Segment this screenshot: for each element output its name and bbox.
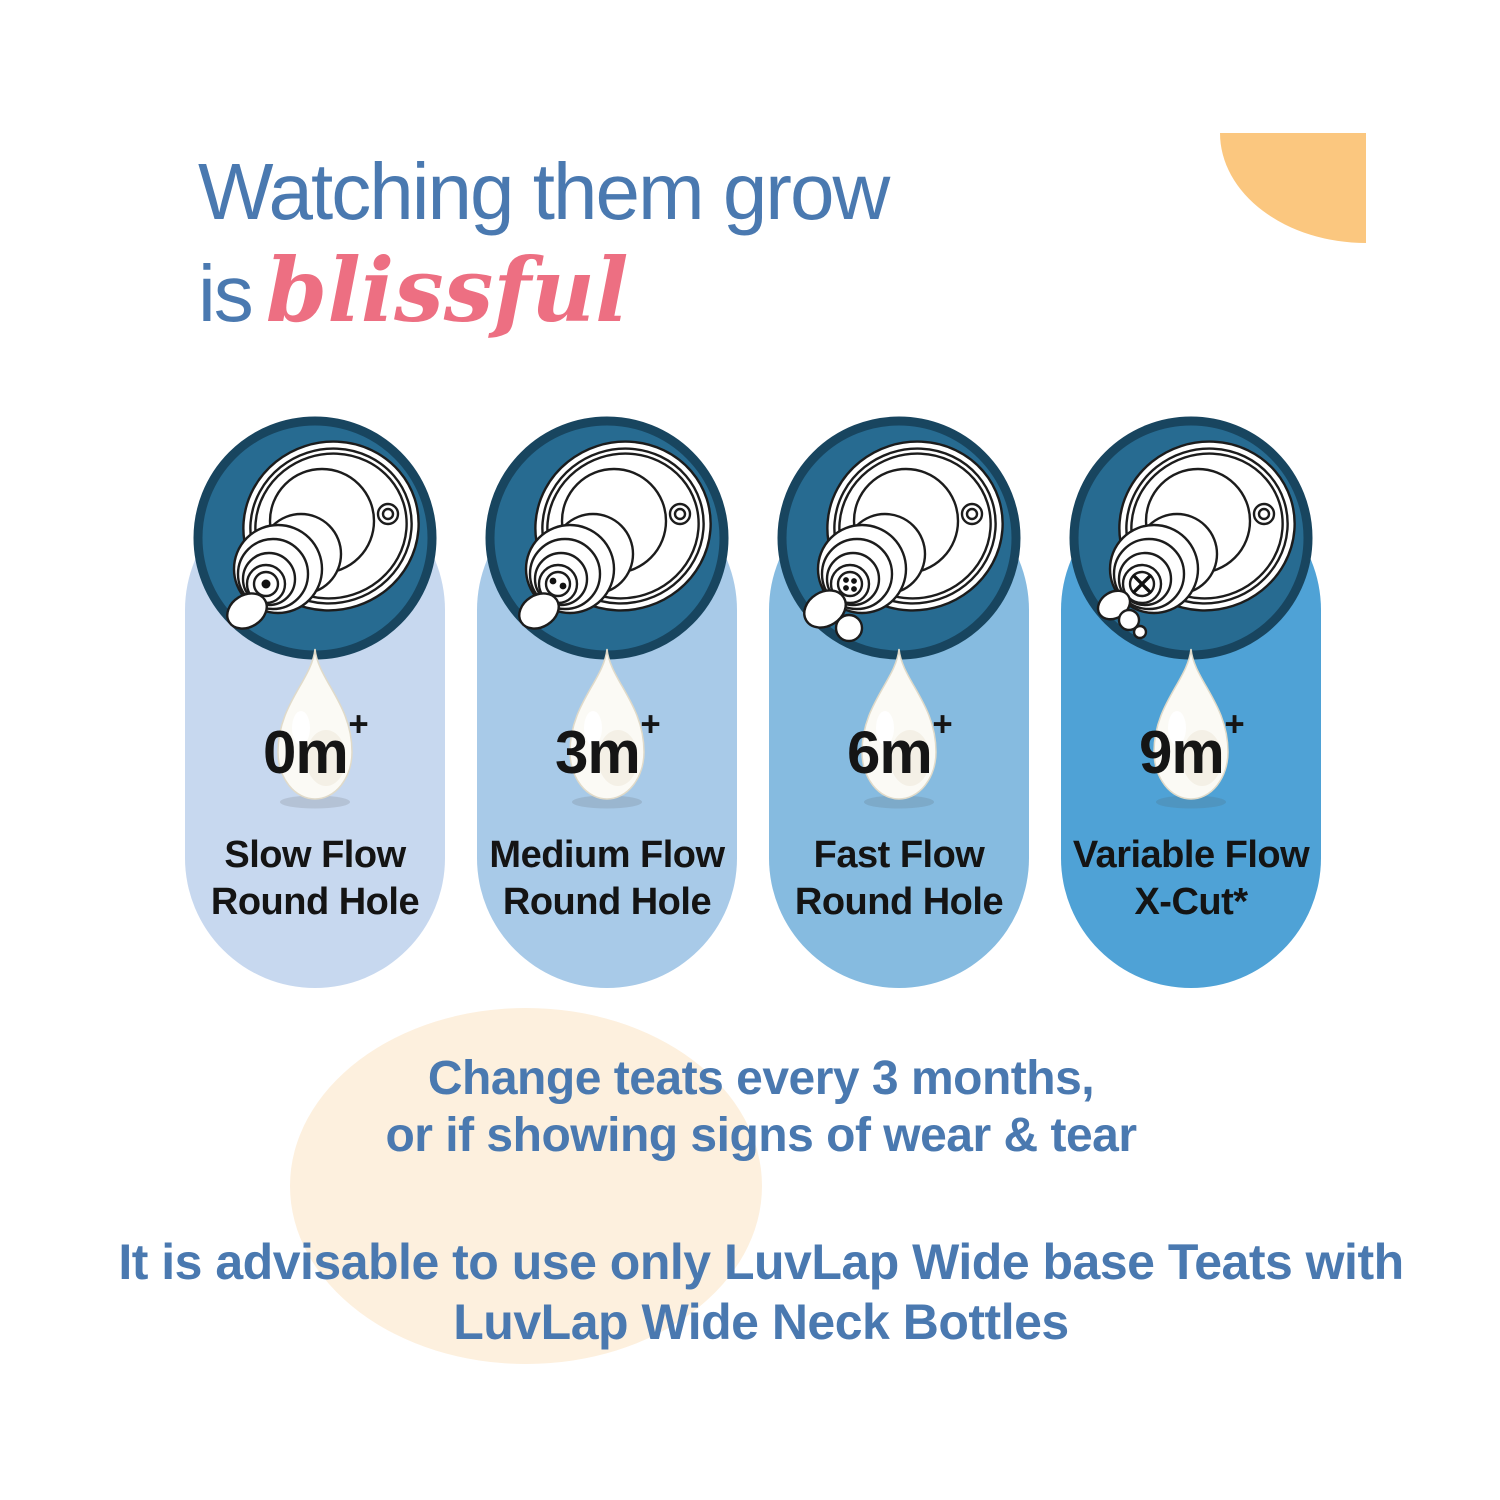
note-change-line1: Change teats every 3 months, (427, 1052, 1095, 1105)
plus-superscript: + (932, 705, 952, 745)
flow-label-line1: Medium Flow (489, 834, 725, 876)
flow-type-label: Slow Flow Round Hole (179, 832, 451, 926)
title-line2-prefix: is (198, 249, 254, 338)
plus-superscript: + (640, 705, 660, 745)
teat-illustration (477, 408, 737, 668)
milk-drop-badge: 3m+ (555, 646, 661, 810)
plus-superscript: + (1224, 705, 1244, 745)
teat-top-view-icon (1069, 416, 1313, 660)
note-compatibility-line2: LuvLap Wide Neck Bottles (453, 1294, 1069, 1350)
note-change-teats: Change teats every 3 months, or if showi… (22, 1050, 1500, 1164)
flow-label-line2: Round Hole (502, 881, 712, 923)
age-label: 3m+ (554, 705, 661, 786)
note-change-line2: or if showing signs of wear & tear (385, 1109, 1137, 1162)
milk-drip-single (226, 592, 268, 630)
flow-label-line2: Round Hole (794, 881, 1004, 923)
page-title: Watching them grow is blissful (198, 147, 890, 335)
note-compatibility-line1: It is advisable to use only LuvLap Wide … (118, 1234, 1404, 1290)
title-line1: Watching them grow (198, 147, 890, 236)
flow-type-label: Variable Flow X-Cut* (1055, 832, 1327, 926)
note-compatibility: It is advisable to use only LuvLap Wide … (22, 1232, 1500, 1352)
age-label: 9m+ (1138, 705, 1245, 786)
hole-x-cut (1132, 574, 1152, 594)
peach-circle-decor (290, 1008, 762, 1364)
flow-label-line1: Fast Flow (813, 834, 985, 876)
flow-label-line2: Round Hole (210, 881, 420, 923)
teat-illustration (1061, 408, 1321, 668)
flow-stage-card: 3m+ Medium Flow Round Hole (477, 416, 737, 988)
plus-superscript: + (348, 705, 368, 745)
milk-drip-triple (1096, 589, 1148, 640)
teat-illustration (769, 408, 1029, 668)
flow-label-line2: X-Cut* (1134, 881, 1248, 923)
corner-quarter-circle-decor (1220, 133, 1366, 243)
flow-stage-card: 6m+ Fast Flow Round Hole (769, 416, 1029, 988)
milk-drip-double (803, 589, 864, 643)
age-label: 0m+ (262, 705, 369, 786)
water-drop-icon (277, 648, 353, 809)
hole-double-round (549, 577, 567, 590)
flow-stage-card: 0m+ Slow Flow Round Hole (185, 416, 445, 988)
teat-illustration (185, 408, 445, 668)
flow-label-line1: Slow Flow (224, 834, 406, 876)
teat-top-view-icon (193, 416, 437, 660)
flow-stages-row: 0m+ Slow Flow Round Hole (185, 416, 1321, 988)
teat-top-view-icon (485, 416, 729, 660)
milk-drip-single (518, 592, 560, 630)
milk-drop-badge: 0m+ (263, 646, 369, 810)
water-drop-icon (861, 648, 937, 809)
hole-quad-round (843, 577, 857, 592)
flow-type-label: Medium Flow Round Hole (471, 832, 743, 926)
age-label: 6m+ (846, 705, 953, 786)
title-highlight: blissful (265, 238, 629, 342)
flow-label-line1: Variable Flow (1072, 834, 1310, 876)
teat-top-view-icon (777, 416, 1021, 660)
flow-type-label: Fast Flow Round Hole (763, 832, 1035, 926)
hole-single-round (261, 579, 271, 589)
water-drop-icon (569, 648, 645, 809)
milk-drop-badge: 6m+ (847, 646, 953, 810)
title-line2: is blissful (198, 246, 888, 334)
milk-drop-badge: 9m+ (1139, 646, 1245, 810)
flow-stage-card: 9m+ Variable Flow X-Cut* (1061, 416, 1321, 988)
water-drop-icon (1153, 648, 1229, 809)
